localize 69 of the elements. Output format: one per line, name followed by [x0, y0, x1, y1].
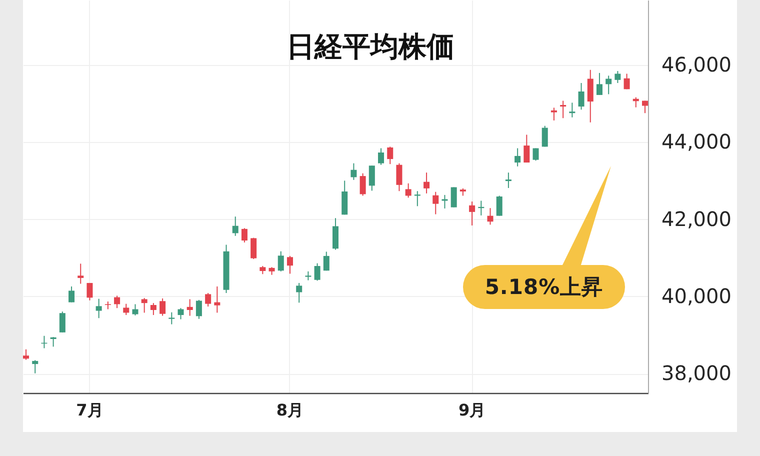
- candlestick: [378, 148, 384, 166]
- candlestick: [505, 172, 512, 189]
- y-tick-label: 40,000: [662, 284, 732, 308]
- y-tick-label: 46,000: [662, 52, 732, 76]
- candlestick: [614, 70, 621, 84]
- candlestick: [214, 286, 220, 314]
- x-tick-label: 8月: [276, 400, 304, 420]
- candlestick: [196, 299, 202, 320]
- candlestick: [132, 304, 138, 316]
- y-tick-label: 38,000: [662, 361, 732, 386]
- candlestick: [360, 172, 366, 196]
- candlestick: [23, 348, 30, 360]
- candlestick: [432, 191, 439, 215]
- candlestick: [141, 298, 148, 314]
- candlestick: [487, 208, 494, 226]
- candlestick: [396, 162, 402, 192]
- candlestick: [323, 251, 330, 272]
- candlestick: [469, 201, 476, 226]
- text: 日経平均株価: [286, 30, 454, 63]
- candlestick: [514, 148, 521, 167]
- candlestick: [296, 282, 302, 304]
- candlestick: [442, 194, 448, 209]
- candlestick: [160, 298, 166, 316]
- candlestick: [168, 312, 175, 325]
- candlestick: [368, 165, 375, 192]
- candlestick: [387, 146, 394, 165]
- y-tick-label: 42,000: [662, 206, 732, 231]
- candlestick: [114, 295, 120, 309]
- candlestick: [68, 286, 75, 303]
- y-tick-label: 44,000: [662, 130, 732, 154]
- candlestick: [606, 75, 612, 95]
- candlestick: [250, 237, 257, 260]
- candlestick: [496, 195, 502, 216]
- candlestick: [332, 218, 339, 250]
- candlestick: [59, 311, 66, 333]
- x-tick-label: 7月: [76, 400, 104, 420]
- candlestick: [150, 302, 156, 316]
- candlestick: [278, 250, 284, 272]
- candlestick: [624, 73, 630, 90]
- candlestick: [314, 262, 320, 282]
- candlestick: [123, 303, 130, 316]
- candlestick: [542, 125, 548, 148]
- candlestick: [350, 162, 357, 180]
- candlestick: [560, 100, 566, 119]
- candlestick: [96, 298, 102, 319]
- candlestick: [569, 102, 576, 118]
- candlestick: [241, 228, 248, 243]
- candlestick: [286, 255, 293, 274]
- candlestick: [596, 72, 602, 96]
- candlestick: [205, 292, 212, 308]
- candlestick: [32, 360, 38, 374]
- candlestick: [178, 308, 184, 320]
- candlestick: [186, 298, 193, 316]
- candlestick: [550, 107, 557, 121]
- candlestick: [50, 336, 56, 348]
- candlestick: [86, 282, 93, 301]
- candlestick: [78, 263, 84, 284]
- candlestick: [532, 148, 539, 162]
- candlestick: [587, 69, 594, 123]
- candlestick: [424, 172, 430, 194]
- candlestick: [405, 182, 412, 198]
- candlestick: [578, 82, 584, 110]
- candlestick: [232, 216, 238, 236]
- candlestick: [524, 134, 530, 164]
- candlestick: [642, 100, 648, 114]
- annotation: 5.18%上昇: [463, 265, 625, 309]
- x-tick-label: 9月: [458, 400, 486, 420]
- candlestick: [450, 186, 457, 208]
- candlestick: [342, 180, 348, 216]
